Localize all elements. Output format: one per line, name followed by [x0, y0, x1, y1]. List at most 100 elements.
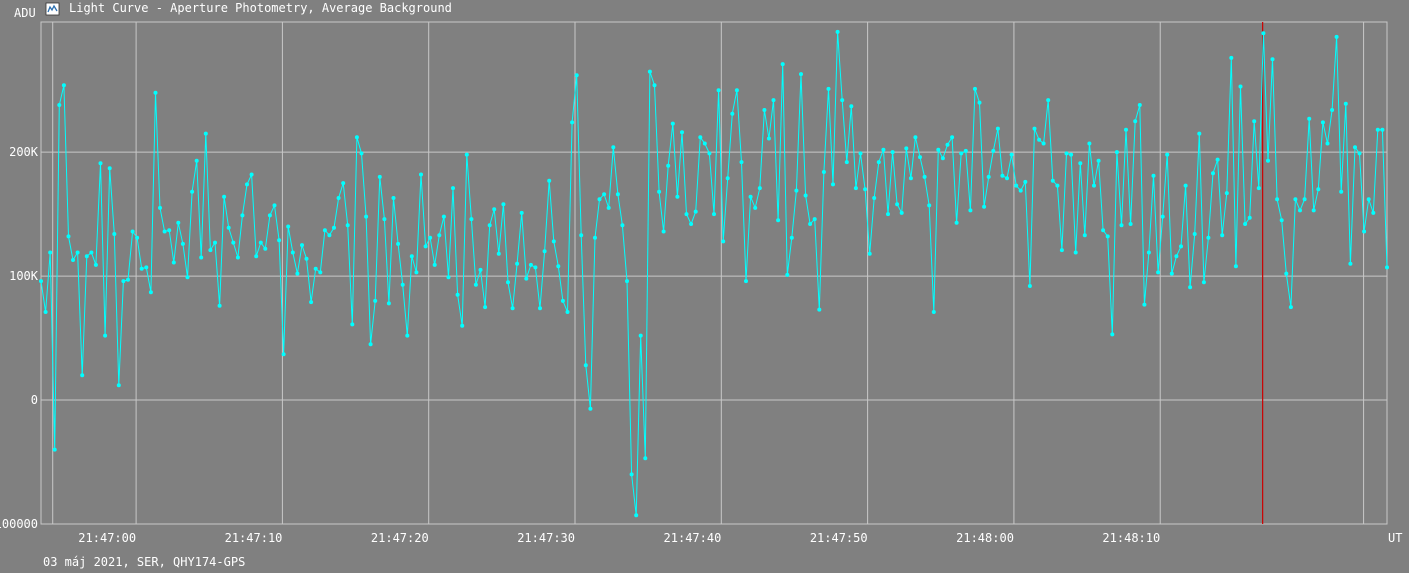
data-point — [1114, 150, 1119, 155]
data-point — [570, 120, 575, 125]
data-point — [506, 280, 510, 285]
x-tick-label: 21:47:30 — [517, 531, 575, 545]
data-point — [469, 217, 474, 222]
data-point — [835, 29, 840, 34]
data-point — [226, 225, 231, 230]
data-point — [57, 103, 62, 107]
data-point — [1357, 151, 1362, 156]
data-point — [496, 251, 501, 256]
data-point — [1288, 305, 1293, 310]
data-point — [1064, 151, 1069, 156]
data-point — [753, 205, 758, 210]
data-point — [1018, 188, 1023, 193]
data-point — [364, 214, 369, 219]
data-point — [277, 238, 282, 243]
data-point — [734, 88, 739, 93]
data-point — [167, 228, 172, 233]
data-point — [93, 262, 98, 267]
data-point — [199, 255, 204, 260]
data-point — [112, 232, 117, 236]
data-point — [162, 229, 167, 234]
data-point — [666, 163, 671, 168]
data-point — [551, 239, 556, 244]
data-point — [982, 204, 987, 209]
data-point — [39, 279, 43, 284]
data-point — [464, 152, 469, 157]
data-point — [780, 62, 785, 67]
data-point — [327, 233, 332, 238]
data-point — [995, 126, 1000, 131]
data-point — [245, 182, 249, 187]
data-point — [121, 279, 126, 284]
y-tick-label: -100000 — [0, 517, 38, 531]
data-point — [295, 271, 300, 276]
data-point — [991, 148, 996, 153]
data-point — [217, 303, 222, 308]
data-point — [1142, 302, 1147, 307]
data-point — [1014, 183, 1019, 188]
data-point — [1169, 271, 1174, 276]
series-light-curve — [39, 29, 1389, 518]
data-point — [405, 333, 410, 338]
data-point — [808, 222, 813, 226]
data-point — [1385, 265, 1389, 270]
data-point — [432, 262, 437, 267]
data-point — [1302, 197, 1307, 202]
data-point — [556, 264, 561, 269]
data-point — [1032, 126, 1037, 131]
data-point — [730, 111, 735, 116]
data-point — [1073, 250, 1078, 255]
data-point — [194, 158, 199, 163]
data-point — [602, 192, 607, 197]
data-point — [1325, 141, 1330, 146]
data-point — [446, 275, 451, 280]
data-point — [249, 172, 254, 177]
data-point — [689, 222, 694, 226]
data-point — [634, 513, 639, 518]
data-point — [478, 267, 483, 272]
data-point — [460, 323, 465, 328]
data-point — [593, 235, 597, 240]
data-point — [1256, 186, 1261, 191]
data-point — [886, 212, 890, 217]
data-point — [725, 176, 730, 181]
data-point — [1082, 233, 1087, 238]
data-point — [396, 241, 401, 246]
data-point — [1311, 208, 1316, 213]
data-point — [844, 160, 849, 165]
data-point — [831, 182, 835, 187]
data-point — [455, 292, 460, 297]
data-point — [1037, 137, 1042, 142]
data-point — [1320, 120, 1325, 125]
data-point — [286, 224, 291, 229]
data-point — [643, 456, 648, 461]
data-point — [1023, 179, 1028, 184]
data-point — [300, 243, 304, 248]
data-point — [203, 131, 208, 136]
data-point — [684, 212, 689, 217]
data-point — [190, 189, 195, 194]
data-point — [391, 196, 396, 200]
data-point — [1215, 157, 1220, 162]
data-point — [71, 258, 75, 262]
data-point — [647, 69, 652, 74]
x-axis-ticks: 21:47:00 21:47:10 21:47:20 21:47:30 21:47:40… — [78, 531, 1160, 545]
y-tick-label: 100K — [9, 269, 39, 283]
data-point — [1087, 141, 1092, 146]
data-point — [281, 352, 286, 357]
data-point — [98, 161, 103, 166]
data-point — [483, 305, 488, 310]
data-point — [542, 249, 547, 254]
data-point — [43, 310, 48, 314]
data-point — [116, 383, 121, 388]
data-point — [1005, 176, 1009, 181]
data-point — [510, 306, 515, 311]
data-point — [1160, 214, 1165, 219]
data-point — [799, 72, 803, 77]
data-point — [1059, 248, 1064, 253]
data-point — [812, 217, 817, 222]
data-point — [414, 270, 419, 275]
data-point — [80, 373, 85, 378]
data-point — [771, 98, 776, 103]
